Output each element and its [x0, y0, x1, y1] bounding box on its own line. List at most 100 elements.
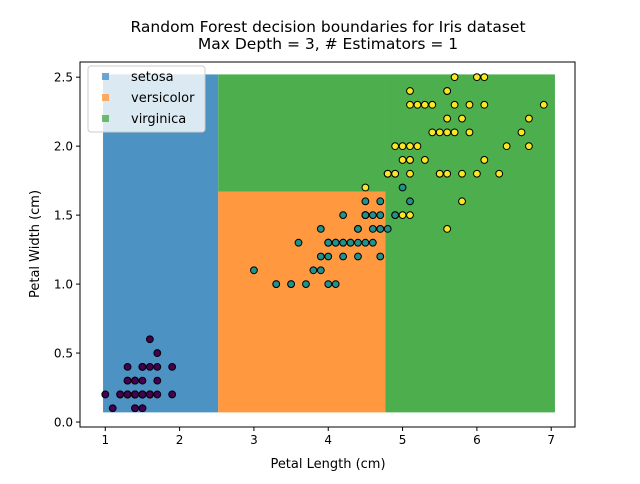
- point-setosa: [108, 404, 117, 413]
- y-tick-label: 1.5: [54, 209, 73, 223]
- legend-swatch-setosa: [102, 73, 109, 80]
- point-virginica: [539, 100, 548, 109]
- point-versicolor: [331, 280, 340, 288]
- point-versicolor: [361, 197, 370, 206]
- point-virginica: [428, 128, 437, 137]
- point-setosa: [145, 362, 154, 371]
- point-setosa: [123, 390, 132, 399]
- point-setosa: [131, 376, 139, 385]
- y-axis-label: Petal Width (cm): [28, 190, 43, 298]
- point-versicolor: [272, 280, 281, 288]
- point-virginica: [525, 114, 533, 123]
- y-tick-label: 1.0: [54, 278, 73, 292]
- point-virginica: [398, 142, 407, 151]
- legend-label-virginica: virginica: [131, 112, 186, 127]
- point-virginica: [406, 142, 414, 151]
- point-setosa: [116, 390, 125, 399]
- point-setosa: [101, 390, 110, 399]
- point-versicolor: [376, 225, 385, 233]
- chart-subtitle: Max Depth = 3, # Estimators = 1: [198, 35, 458, 53]
- point-setosa: [145, 335, 154, 344]
- point-versicolor: [302, 280, 310, 288]
- point-setosa: [123, 362, 132, 371]
- x-tick-label: 2: [176, 433, 184, 447]
- point-virginica: [495, 169, 504, 178]
- point-virginica: [480, 100, 489, 109]
- point-versicolor: [339, 238, 348, 247]
- point-virginica: [465, 100, 474, 109]
- point-virginica: [398, 156, 407, 164]
- legend-box: [87, 65, 206, 133]
- point-versicolor: [368, 225, 377, 233]
- point-setosa: [153, 349, 162, 357]
- point-virginica: [480, 156, 489, 164]
- legend: setosa versicolor virginica: [87, 65, 206, 133]
- point-virginica: [443, 128, 452, 137]
- point-setosa: [168, 362, 177, 371]
- x-axis: 1 2 3 4 5 6 7: [101, 427, 555, 447]
- point-virginica: [525, 142, 533, 151]
- plot-frame: [79, 61, 576, 428]
- point-setosa: [138, 390, 147, 399]
- point-virginica: [458, 114, 466, 123]
- point-virginica: [406, 156, 414, 164]
- point-virginica: [458, 197, 466, 206]
- x-tick-label: 4: [324, 433, 332, 447]
- point-versicolor: [354, 225, 362, 233]
- point-versicolor: [339, 252, 348, 261]
- point-setosa: [153, 376, 162, 385]
- point-setosa: [131, 390, 139, 399]
- region-versicolor: [218, 191, 386, 413]
- y-tick-label: 2.5: [54, 71, 73, 85]
- point-setosa: [131, 404, 139, 413]
- y-tick-label: 0.5: [54, 347, 73, 361]
- point-versicolor: [376, 211, 385, 220]
- point-setosa: [138, 404, 147, 413]
- region-virginica: [218, 74, 386, 192]
- point-versicolor: [406, 197, 414, 206]
- legend-label-versicolor: versicolor: [131, 91, 195, 106]
- point-virginica: [472, 169, 481, 178]
- point-virginica: [413, 142, 422, 151]
- point-virginica: [406, 211, 414, 220]
- legend-swatch-versicolor: [102, 94, 109, 101]
- point-virginica: [472, 73, 481, 82]
- point-versicolor: [361, 211, 370, 220]
- point-virginica: [450, 128, 459, 137]
- y-tick-label: 0.0: [54, 416, 73, 430]
- point-virginica: [413, 100, 422, 109]
- point-versicolor: [250, 266, 258, 275]
- point-virginica: [502, 142, 511, 151]
- point-versicolor: [324, 252, 333, 261]
- x-axis-label: Petal Length (cm): [270, 457, 385, 472]
- point-versicolor: [354, 238, 362, 247]
- point-virginica: [428, 100, 437, 109]
- chart-title: Random Forest decision boundaries for Ir…: [130, 18, 525, 36]
- point-virginica: [443, 169, 452, 178]
- x-tick-label: 3: [250, 433, 258, 447]
- point-virginica: [443, 114, 452, 123]
- x-tick-label: 6: [473, 433, 481, 447]
- point-versicolor: [376, 197, 385, 206]
- point-versicolor: [324, 238, 333, 247]
- data-points: [101, 73, 548, 413]
- legend-label-setosa: setosa: [131, 70, 174, 85]
- point-versicolor: [316, 266, 325, 275]
- point-virginica: [398, 211, 407, 220]
- point-virginica: [406, 87, 414, 95]
- point-versicolor: [383, 225, 392, 233]
- point-versicolor: [398, 183, 407, 192]
- x-tick-label: 1: [101, 433, 109, 447]
- y-tick-label: 2.0: [54, 140, 73, 154]
- point-versicolor: [361, 238, 370, 247]
- point-versicolor: [368, 238, 377, 247]
- point-virginica: [435, 169, 444, 178]
- point-virginica: [420, 156, 429, 164]
- y-axis: 0.0 0.5 1.0 1.5 2.0 2.5: [54, 71, 80, 430]
- point-versicolor: [376, 252, 385, 261]
- point-versicolor: [391, 211, 400, 220]
- point-setosa: [168, 390, 177, 399]
- point-virginica: [391, 142, 400, 151]
- point-virginica: [450, 100, 459, 109]
- point-virginica: [458, 169, 466, 178]
